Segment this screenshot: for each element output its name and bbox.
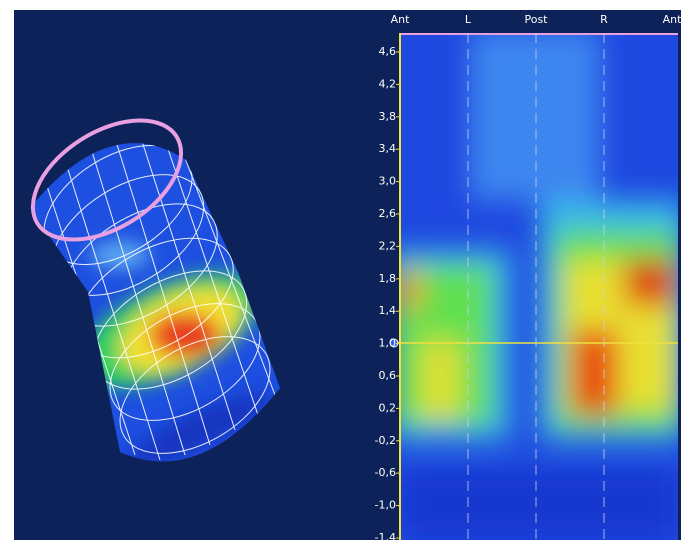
x-label: Ant	[663, 13, 682, 26]
y-label: -1,4	[375, 531, 396, 544]
y-label: -0,2	[375, 434, 396, 447]
x-label: Post	[524, 13, 548, 26]
heatmap	[390, 30, 685, 540]
y-label: 1,4	[379, 304, 397, 317]
y-label: 0,6	[379, 369, 397, 382]
y-label: 1,0	[379, 337, 397, 350]
page: Ant L Post R Ant 4,6 4,2 3,8 3,4 3,0 2,6 2,2 1,8 1,4 1…	[0, 0, 691, 548]
x-label: L	[465, 13, 472, 26]
y-label: 4,6	[379, 45, 397, 58]
viewer: Ant L Post R Ant 4,6 4,2 3,8 3,4 3,0 2,6 2,2 1,8 1,4 1…	[0, 0, 691, 548]
y-label: -0,6	[375, 466, 396, 479]
y-label: 3,0	[379, 175, 397, 188]
y-label: 3,4	[379, 142, 397, 155]
y-label: 3,8	[379, 110, 397, 123]
y-label: 0,2	[379, 401, 397, 414]
x-label: Ant	[391, 13, 410, 26]
x-label: R	[600, 13, 608, 26]
y-label: -1,0	[375, 499, 396, 512]
y-label: 2,2	[379, 239, 397, 252]
y-label: 4,2	[379, 77, 397, 90]
y-label: 2,6	[379, 207, 397, 220]
y-label: 1,8	[379, 272, 397, 285]
plot-top-border	[400, 33, 678, 35]
